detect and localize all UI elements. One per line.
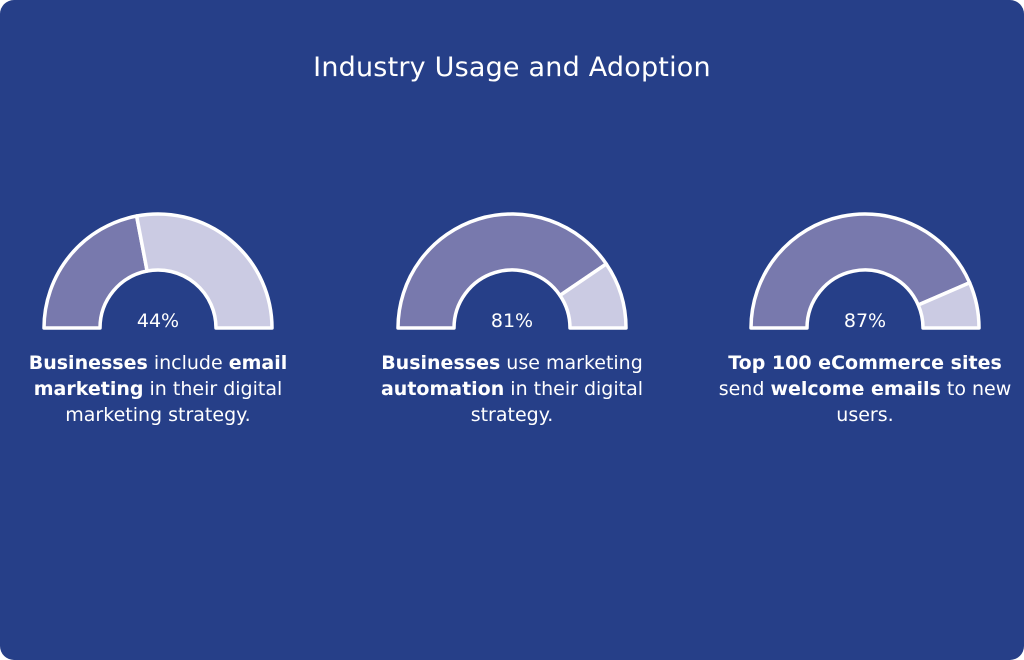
caption-emphasis: Businesses [381,352,501,374]
gauge-filled-segment [42,214,149,330]
gauge-caption: Top 100 eCommerce sites send welcome ema… [715,350,1015,428]
gauge-value-label: 87% [843,310,887,332]
caption-emphasis: automation [380,378,505,400]
caption-text: use marketing [500,352,643,374]
gauge-email-marketing: Businesses include email marketing in th… [8,210,308,450]
gauge-remaining-segment [916,280,981,330]
gauge-caption: Businesses use marketing automation in t… [362,350,662,428]
gauge-remaining-segment [558,262,628,330]
caption-text: send [718,378,771,400]
caption-text: in their digital strategy. [470,378,644,426]
caption-emphasis: email marketing [33,352,288,400]
gauge-marketing-automation: Businesses use marketing automation in t… [362,210,662,450]
caption-text: include [147,352,229,374]
caption-text: to new users. [836,378,1012,426]
gauge-filled-segment [749,212,972,330]
caption-text: in their digital marketing strategy. [65,378,283,426]
caption-emphasis: Businesses [28,352,148,374]
gauge-remaining-segment [134,212,274,330]
caption-emphasis: welcome emails [770,378,941,400]
caption-emphasis: Top 100 eCommerce sites [728,352,1002,374]
gauge-chart [42,212,274,330]
gauge-value-label: 44% [136,310,180,332]
gauge-value-label: 81% [490,310,534,332]
gauge-caption: Businesses include email marketing in th… [8,350,308,428]
gauge-chart [396,212,628,330]
gauge-chart [749,212,981,330]
infographic-title: Industry Usage and Adoption [313,52,711,83]
gauge-filled-segment [396,212,609,330]
gauge-welcome-emails: Top 100 eCommerce sites send welcome ema… [715,210,1015,450]
